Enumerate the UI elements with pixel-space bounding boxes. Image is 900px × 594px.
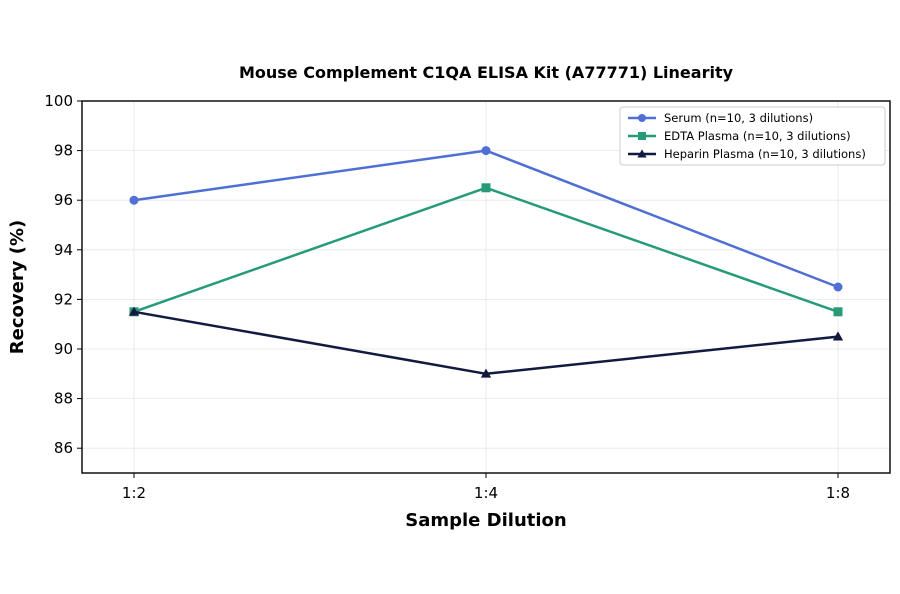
legend-box	[619, 106, 886, 166]
x-tick-label: 1:2	[122, 484, 146, 502]
y-tick-label: 90	[54, 340, 73, 358]
legend-label: Heparin Plasma (n=10, 3 dilutions)	[664, 147, 866, 161]
x-axis: 1:2 1:4 1:8	[122, 473, 850, 502]
x-axis-title: Sample Dilution	[405, 510, 566, 531]
legend-marker	[638, 114, 646, 122]
y-axis-title: Recovery (%)	[7, 220, 28, 354]
data-point	[832, 331, 844, 341]
y-tick-label: 96	[54, 191, 73, 209]
data-point	[128, 306, 140, 316]
x-tick-label: 1:4	[474, 484, 498, 502]
plot-area	[128, 146, 844, 378]
data-point	[481, 183, 491, 193]
legend: Serum (n=10, 3 dilutions) EDTA Plasma (n=…	[619, 106, 886, 166]
data-point	[833, 307, 843, 317]
y-tick-label: 86	[54, 439, 73, 457]
data-point	[129, 195, 139, 205]
data-point	[481, 146, 491, 156]
y-tick-label: 98	[54, 142, 73, 160]
legend-label: EDTA Plasma (n=10, 3 dilutions)	[664, 129, 851, 143]
data-point	[833, 282, 843, 292]
chart-title: Mouse Complement C1QA ELISA Kit (A77771)…	[239, 63, 734, 82]
legend-marker	[638, 132, 646, 140]
legend-label: Serum (n=10, 3 dilutions)	[664, 111, 813, 125]
y-tick-label: 92	[54, 290, 73, 308]
y-axis: 86 88 90 92 94 96 98 100	[44, 92, 82, 457]
y-tick-label: 94	[54, 241, 73, 259]
data-point	[480, 368, 492, 378]
legend-marker	[637, 149, 647, 158]
x-tick-label: 1:8	[826, 484, 850, 502]
y-tick-label: 88	[54, 390, 73, 408]
y-tick-label: 100	[44, 92, 73, 110]
